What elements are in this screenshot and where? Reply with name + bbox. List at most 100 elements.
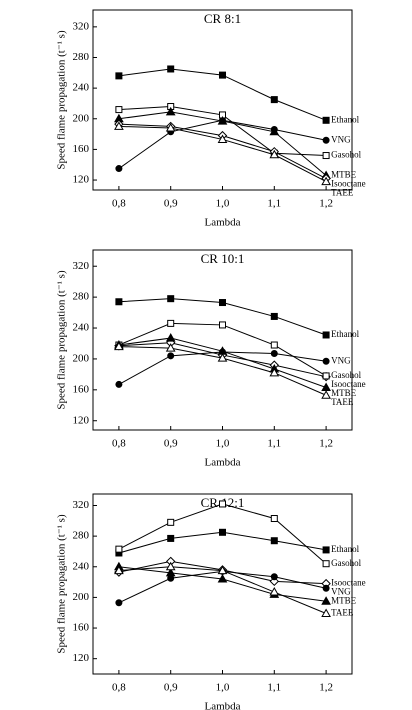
legend-label: Isooctane	[331, 179, 365, 189]
marker	[165, 561, 176, 571]
y-tick-label: 320	[73, 499, 90, 511]
marker	[322, 546, 330, 554]
marker	[219, 528, 226, 536]
marker	[269, 367, 280, 377]
marker	[269, 126, 280, 136]
y-tick-label: 280	[73, 51, 90, 63]
marker	[165, 333, 176, 342]
marker	[270, 341, 278, 349]
marker	[270, 350, 278, 358]
x-tick-label: 1,2	[319, 198, 333, 210]
marker	[115, 72, 123, 80]
y-tick-label: 200	[73, 352, 90, 364]
legend-label: VNG	[331, 355, 351, 365]
marker	[321, 390, 331, 399]
legend-label: Ethanol	[331, 329, 359, 339]
marker	[322, 560, 330, 568]
marker	[165, 106, 176, 116]
x-tick-label: 1,1	[267, 198, 281, 210]
marker	[114, 341, 124, 351]
marker	[219, 500, 226, 508]
marker	[322, 372, 330, 380]
marker	[114, 121, 124, 130]
marker	[219, 321, 226, 329]
marker	[217, 116, 228, 125]
marker	[217, 353, 228, 362]
legend-label: Ethanol	[331, 114, 359, 124]
x-tick-label: 0,8	[112, 682, 126, 694]
marker	[219, 71, 226, 79]
legend-label: VNG	[331, 134, 351, 144]
x-tick-label: 1,0	[216, 682, 230, 694]
legend-label: Gasohol	[331, 370, 361, 380]
x-tick-label: 1,1	[267, 438, 281, 450]
legend-label: MTBE	[331, 596, 357, 606]
legend-label: Isooctane	[331, 578, 365, 588]
panel: CR 8:1 Lambda Speed flame propagation (t⁻¹…	[56, 9, 366, 229]
marker	[321, 596, 331, 605]
y-tick-label: 320	[73, 20, 90, 32]
legend-label: TAEE	[331, 188, 354, 198]
marker	[115, 106, 123, 114]
x-tick-label: 0,9	[164, 682, 178, 694]
marker	[322, 584, 330, 592]
marker	[167, 295, 175, 303]
marker	[114, 565, 124, 575]
marker	[322, 152, 330, 160]
marker	[322, 136, 330, 144]
legend-label: VNG	[331, 587, 351, 597]
marker	[115, 545, 123, 553]
marker	[165, 343, 176, 352]
legend-label: Ethanol	[331, 544, 359, 554]
marker	[115, 599, 123, 607]
x-tick-label: 0,9	[164, 198, 178, 210]
marker	[115, 165, 123, 173]
marker	[270, 96, 278, 104]
x-tick-label: 0,9	[164, 438, 178, 450]
y-tick-label: 120	[73, 652, 90, 664]
y-tick-label: 240	[73, 322, 90, 334]
chart-title: CR 10:1	[201, 251, 245, 266]
marker	[270, 573, 278, 581]
legend-label: MTBE	[331, 388, 357, 398]
y-axis-label: Speed flame propagation (t⁻¹ s)	[56, 270, 68, 410]
marker	[217, 574, 228, 583]
marker	[165, 567, 176, 577]
marker	[321, 176, 331, 186]
marker	[167, 352, 175, 360]
marker	[115, 298, 123, 306]
y-tick-label: 240	[73, 560, 90, 572]
series-line	[118, 337, 327, 388]
chart-title: CR 8:1	[204, 11, 241, 26]
marker	[269, 587, 280, 596]
marker	[322, 116, 330, 124]
marker	[322, 331, 330, 339]
x-axis-label: Lambda	[204, 217, 240, 229]
marker	[115, 380, 123, 388]
plot-frame	[92, 9, 353, 191]
y-tick-label: 160	[73, 143, 90, 155]
y-axis-label: Speed flame propagation (t⁻¹ s)	[56, 514, 68, 654]
x-tick-label: 1,2	[319, 438, 333, 450]
y-tick-label: 320	[73, 260, 90, 272]
y-tick-label: 200	[73, 112, 90, 124]
marker	[219, 299, 226, 307]
marker	[270, 312, 278, 320]
x-tick-label: 0,8	[112, 198, 126, 210]
x-axis-label: Lambda	[204, 701, 240, 710]
x-tick-label: 1,1	[267, 682, 281, 694]
marker	[167, 319, 175, 327]
legend-label: Gasohol	[331, 558, 361, 568]
y-axis-label: Speed flame propagation (t⁻¹ s)	[56, 30, 68, 170]
x-tick-label: 0,8	[112, 438, 126, 450]
legend-label: Gasohol	[331, 150, 361, 160]
legend-label: TAEE	[331, 608, 354, 618]
y-tick-label: 120	[73, 414, 90, 426]
y-tick-label: 120	[73, 174, 90, 186]
y-tick-label: 160	[73, 622, 90, 634]
y-tick-label: 160	[73, 383, 90, 395]
legend-label: Isooctane	[331, 379, 365, 389]
plot-frame	[92, 493, 353, 675]
